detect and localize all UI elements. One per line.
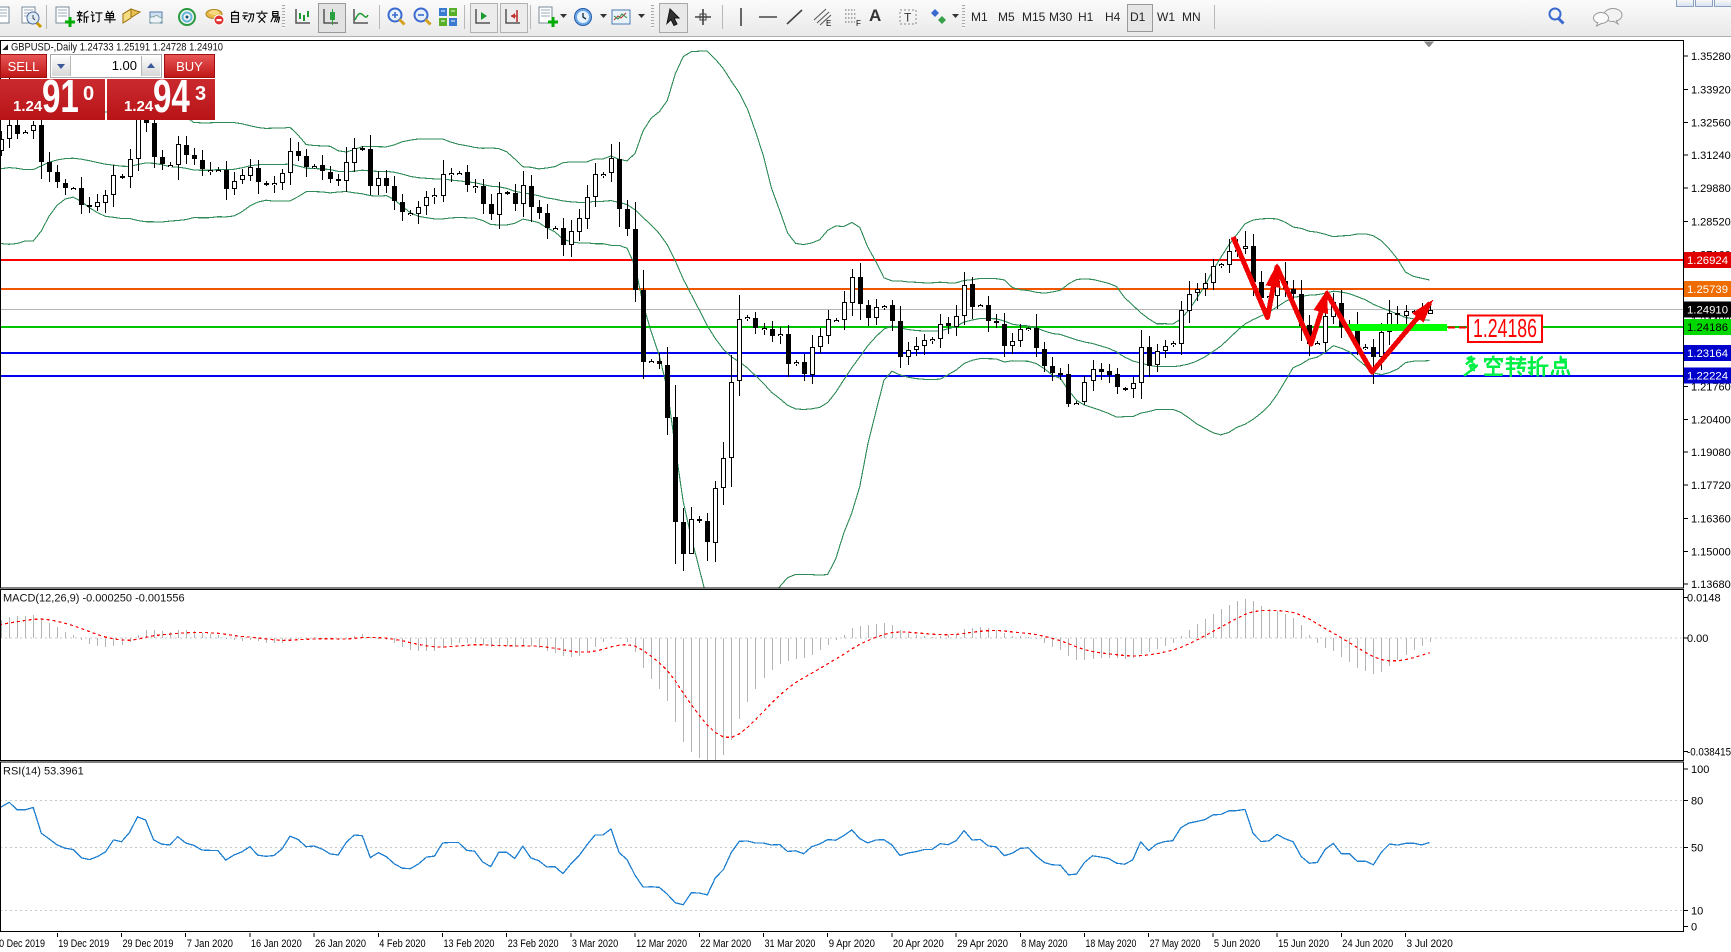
svg-text:F: F <box>856 19 861 28</box>
svg-text:0.00: 0.00 <box>1687 633 1708 645</box>
svg-text:3 Mar 2020: 3 Mar 2020 <box>572 938 618 950</box>
svg-text:GBPUSD-,Daily 1.24733 1.25191: GBPUSD-,Daily 1.24733 1.25191 1.24728 1.… <box>11 42 223 54</box>
svg-text:1.15000: 1.15000 <box>1691 547 1731 559</box>
svg-text:27 May 2020: 27 May 2020 <box>1150 938 1201 950</box>
svg-text:0.0148: 0.0148 <box>1687 593 1721 605</box>
svg-text:1.19080: 1.19080 <box>1691 447 1731 459</box>
svg-text:10 Dec 2019: 10 Dec 2019 <box>0 938 45 950</box>
svg-text:1.24910: 1.24910 <box>1687 305 1728 317</box>
svg-text:1.28520: 1.28520 <box>1691 216 1731 228</box>
svg-text:80: 80 <box>1691 795 1703 807</box>
svg-text:1.24186: 1.24186 <box>1687 322 1728 334</box>
svg-text:3 Jul 2020: 3 Jul 2020 <box>1407 938 1453 950</box>
svg-text:20 Apr 2020: 20 Apr 2020 <box>893 938 944 950</box>
svg-text:1.21760: 1.21760 <box>1691 382 1731 394</box>
svg-text:1.22224: 1.22224 <box>1687 371 1728 383</box>
svg-text:0: 0 <box>1691 921 1697 933</box>
svg-text:13 Feb 2020: 13 Feb 2020 <box>444 938 495 950</box>
svg-text:-0.038415: -0.038415 <box>1687 747 1731 759</box>
svg-text:100: 100 <box>1691 764 1709 776</box>
svg-text:1.31240: 1.31240 <box>1691 150 1731 162</box>
svg-text:19 Dec 2019: 19 Dec 2019 <box>58 938 109 950</box>
svg-text:1.29880: 1.29880 <box>1691 183 1731 195</box>
svg-text:1.16360: 1.16360 <box>1691 513 1731 525</box>
svg-text:1.23164: 1.23164 <box>1687 348 1728 360</box>
svg-text:29 Dec 2019: 29 Dec 2019 <box>123 938 174 950</box>
svg-text:24 Jun 2020: 24 Jun 2020 <box>1342 938 1393 950</box>
svg-text:7 Jan 2020: 7 Jan 2020 <box>187 938 233 950</box>
svg-text:5 Jun 2020: 5 Jun 2020 <box>1214 938 1260 950</box>
svg-text:31 Mar 2020: 31 Mar 2020 <box>765 938 816 950</box>
svg-text:MACD(12,26,9) -0.000250 -0.001: MACD(12,26,9) -0.000250 -0.001556 <box>3 593 185 605</box>
svg-text:26 Jan 2020: 26 Jan 2020 <box>315 938 366 950</box>
svg-text:22 Mar 2020: 22 Mar 2020 <box>700 938 751 950</box>
svg-text:1.32560: 1.32560 <box>1691 118 1731 130</box>
svg-text:1.13680: 1.13680 <box>1691 579 1731 591</box>
svg-text:23 Feb 2020: 23 Feb 2020 <box>508 938 559 950</box>
svg-text:18 May 2020: 18 May 2020 <box>1086 938 1137 950</box>
svg-text:1.25739: 1.25739 <box>1687 284 1728 296</box>
svg-text:E: E <box>826 19 831 28</box>
svg-text:1.20400: 1.20400 <box>1691 415 1731 427</box>
svg-text:29 Apr 2020: 29 Apr 2020 <box>957 938 1008 950</box>
svg-text:1.35280: 1.35280 <box>1691 51 1731 63</box>
svg-text:12 Mar 2020: 12 Mar 2020 <box>636 938 687 950</box>
svg-text:1.17720: 1.17720 <box>1691 480 1731 492</box>
svg-text:T: T <box>904 11 912 25</box>
svg-text:50: 50 <box>1691 843 1703 855</box>
svg-text:4 Feb 2020: 4 Feb 2020 <box>379 938 425 950</box>
svg-text:15 Jun 2020: 15 Jun 2020 <box>1278 938 1329 950</box>
svg-text:RSI(14) 53.3961: RSI(14) 53.3961 <box>3 766 84 778</box>
svg-text:10: 10 <box>1691 906 1703 918</box>
svg-text:8 May 2020: 8 May 2020 <box>1021 938 1067 950</box>
svg-text:1.24186: 1.24186 <box>1473 313 1537 343</box>
svg-text:9 Apr 2020: 9 Apr 2020 <box>829 938 875 950</box>
svg-text:16 Jan 2020: 16 Jan 2020 <box>251 938 302 950</box>
svg-text:1.26924: 1.26924 <box>1687 255 1728 267</box>
svg-text:1.33920: 1.33920 <box>1691 84 1731 96</box>
